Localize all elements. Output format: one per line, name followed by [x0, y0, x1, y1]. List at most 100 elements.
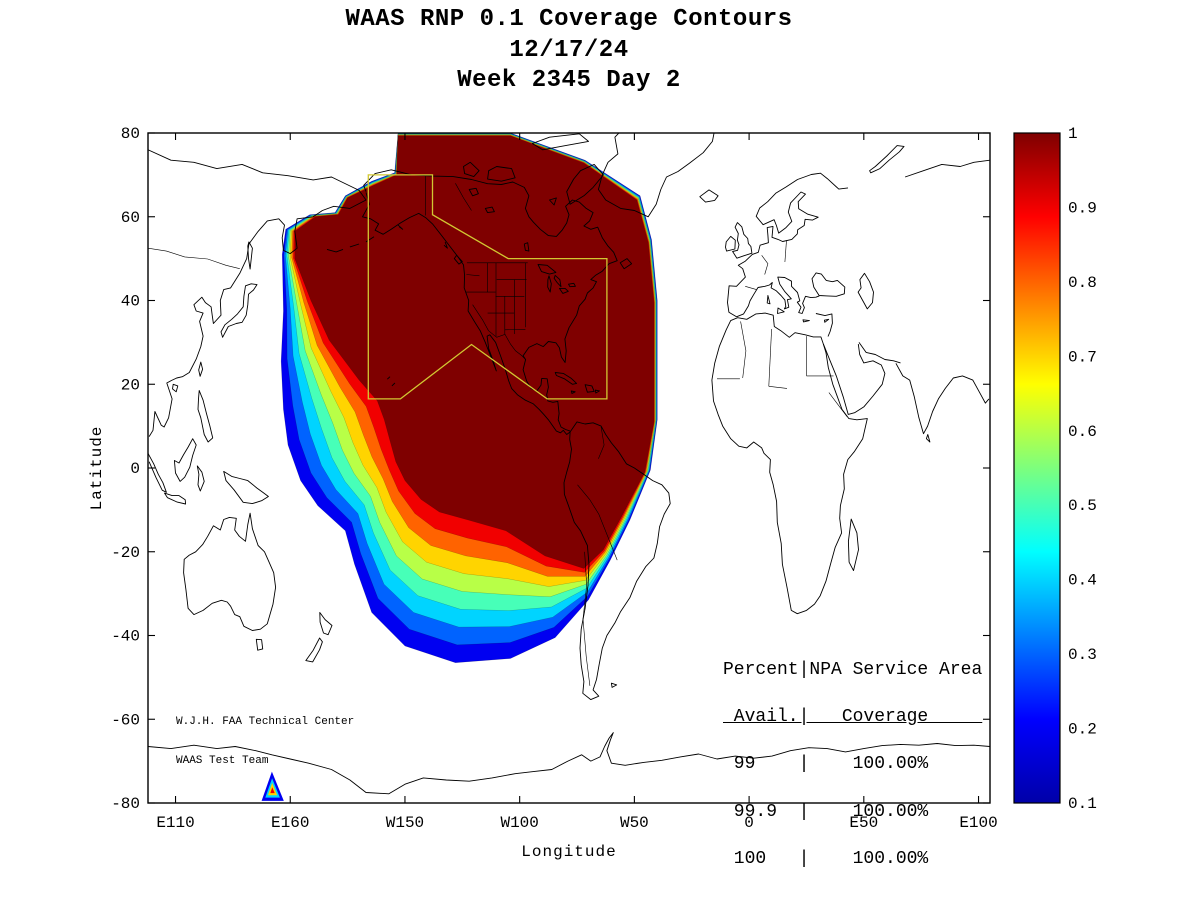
coastline-taiwan	[198, 361, 204, 377]
border-brazil-border	[577, 484, 618, 561]
y-tick-label: -80	[111, 795, 140, 813]
border-africa-border-4	[740, 321, 747, 379]
coastline-jamaica	[570, 390, 576, 394]
coastline-lake-huron	[553, 274, 562, 288]
border-africa-border-6	[768, 386, 788, 389]
coastline-nz-south	[305, 637, 323, 663]
coastline-sicily	[777, 307, 785, 314]
coastline-sri-lanka	[925, 434, 931, 443]
coastline-lake-superior	[537, 264, 557, 275]
y-tick-label: 40	[121, 293, 140, 311]
coastline-asia	[148, 149, 367, 437]
coastline-lake-erie	[558, 287, 569, 294]
contour-band-0.9	[294, 135, 655, 569]
plot-week-day: Week 2345 Day 2	[457, 67, 681, 94]
coastline-hainan	[172, 383, 179, 393]
coastline-ellesmere	[531, 133, 589, 151]
coastline-greenland	[597, 133, 715, 218]
border-venezuela-border	[598, 426, 605, 459]
coastline-iran-coast	[858, 342, 901, 364]
coastline-india	[895, 363, 990, 435]
coastline-tasmania	[255, 638, 264, 651]
plot-title: WAAS RNP 0.1 Coverage Contours	[345, 6, 793, 33]
border-europe-border-2	[761, 255, 769, 275]
colorbar-tick-label: 0.9	[1068, 199, 1097, 217]
coastline-lake-ontario	[568, 282, 576, 288]
table-row: 100 | 100.00%	[723, 849, 929, 870]
colorbar-tick-label: 0.7	[1068, 348, 1097, 366]
coastline-black-sea	[811, 272, 846, 297]
x-axis-label: Longitude	[521, 843, 617, 861]
coastline-new-guinea	[223, 470, 269, 505]
x-tick-label: E50	[849, 814, 878, 832]
colorbar-tick-label: 0.3	[1068, 646, 1097, 664]
colorbar-tick-label: 0.6	[1068, 423, 1097, 441]
coastline-philippines	[197, 390, 214, 443]
coastline-aleutians-1	[326, 248, 344, 253]
coastline-sakhalin	[247, 241, 253, 270]
x-tick-label: E160	[271, 814, 309, 832]
coastline-japan	[220, 283, 258, 338]
npa-service-area-boundary	[367, 174, 608, 400]
coastline-ireland	[725, 235, 736, 252]
coastline-java	[164, 492, 187, 505]
colorbar	[1013, 132, 1061, 804]
map-borders	[148, 176, 848, 686]
coastline-falklands	[610, 682, 618, 688]
y-tick-label: -20	[111, 544, 140, 562]
coastline-great-slave-lake	[484, 206, 495, 214]
coastline-sulawesi	[196, 465, 205, 492]
coastline-aleutians-3	[365, 236, 375, 243]
coastline-cyprus	[823, 318, 830, 323]
plot-date: 12/17/24	[509, 37, 629, 64]
coastline-europe-west	[727, 172, 849, 318]
table-row: 99.9 | 100.00%	[723, 801, 929, 822]
x-tick-label: E110	[156, 814, 194, 832]
attribution-line: W.J.H. FAA Technical Center	[176, 716, 355, 728]
coastline-italy-balkans	[769, 276, 820, 314]
border-europe-border-1	[745, 286, 757, 290]
x-tick-label: E100	[959, 814, 997, 832]
coastline-kodiak	[397, 224, 404, 230]
border-state-4	[482, 320, 489, 331]
axis-ticks	[148, 132, 1060, 804]
coastline-novaya-zemlya	[869, 145, 905, 174]
coastline-lake-michigan	[547, 275, 552, 293]
coastline-cuba	[554, 372, 578, 385]
coastline-crete	[802, 319, 810, 323]
coastline-sumatra	[148, 453, 167, 493]
attribution: W.J.H. FAA Technical Center WAAS Test Te…	[176, 690, 354, 794]
coastline-nz-north	[319, 612, 333, 636]
border-rio-grande	[488, 330, 526, 360]
coastline-victoria-island	[487, 166, 516, 182]
y-tick-label: 60	[121, 209, 140, 227]
coastline-hawaii-2	[386, 376, 391, 380]
coastline-russia-arctic	[904, 159, 990, 178]
contour-artifact	[270, 787, 275, 794]
coastline-southampton	[549, 197, 557, 206]
y-tick-label: 20	[121, 376, 140, 394]
colorbar-tick-label: 0.2	[1068, 721, 1097, 739]
coastline-great-bear-lake	[468, 187, 479, 197]
coastline-hispaniola	[584, 384, 595, 393]
table-subheader-row: Avail.| Coverage	[723, 706, 983, 727]
coastline-antarctica	[148, 732, 990, 795]
coastline-britain	[732, 222, 753, 259]
coastline-baffin-island	[566, 163, 604, 205]
world-map-coastlines	[148, 133, 990, 795]
border-state-3	[472, 304, 484, 321]
border-state-1	[466, 274, 480, 277]
coastline-caspian-sea	[857, 272, 874, 310]
axis-tick-labels: E110 E160 W150 W100 W50 0 E50 E100 80 60 40 20 0 -20 -…	[111, 125, 1097, 832]
coastline-south-america	[563, 421, 671, 701]
y-tick-label: 80	[121, 125, 140, 143]
border-africa-border-7	[828, 392, 848, 418]
contour-bands	[261, 133, 658, 801]
border-africa-border-3	[768, 328, 772, 387]
coastline-haida-gwaii	[443, 241, 448, 249]
border-andes-border	[582, 551, 591, 686]
y-tick-label: 0	[130, 460, 140, 478]
coastline-australia	[183, 512, 277, 631]
x-tick-label: W50	[620, 814, 649, 832]
